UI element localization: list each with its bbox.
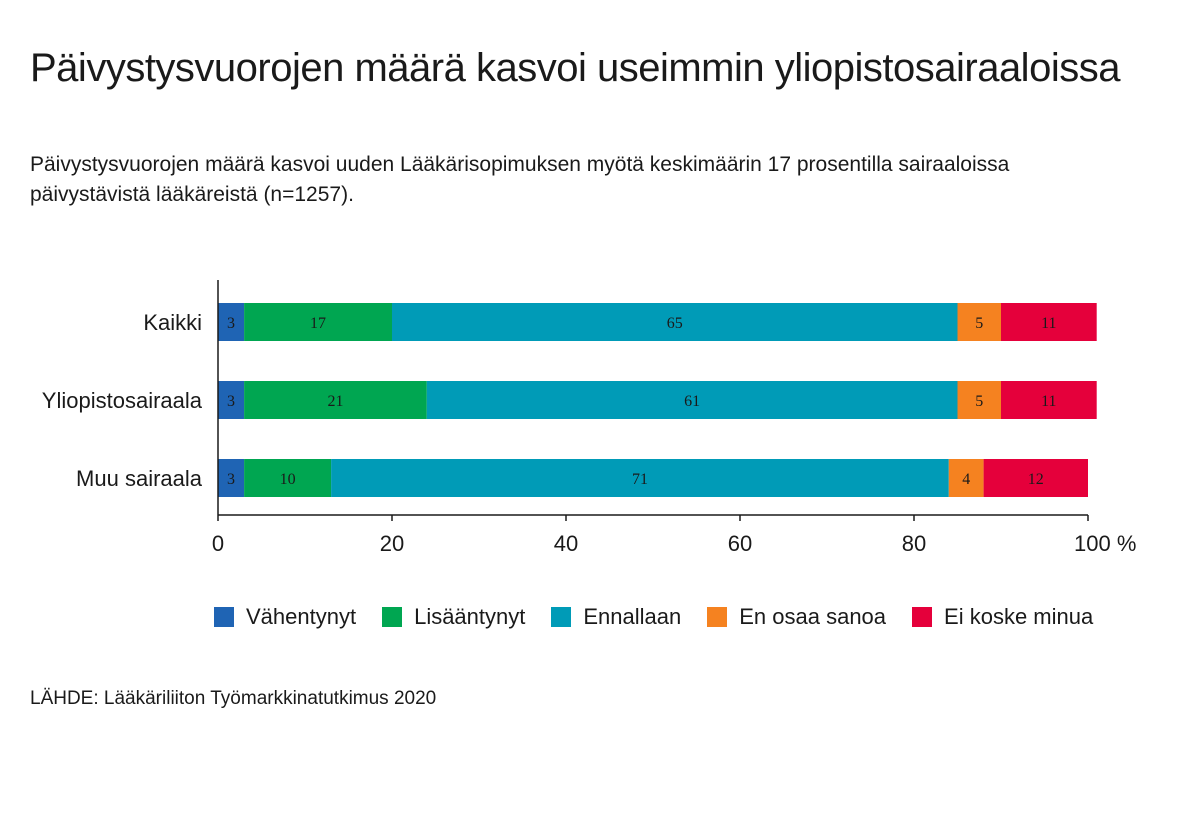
bar-segment: [244, 459, 332, 497]
data-label: 3: [227, 393, 235, 410]
stacked-bar-chart: Kaikki 3 17 65 5 11 Yliopistosairaala 3 21 61 5 11 M…: [42, 280, 1136, 556]
data-label: 71: [632, 471, 648, 488]
bar-segment: [392, 303, 958, 341]
legend-label: Ei koske minua: [944, 604, 1094, 629]
x-tick-label: 100 %: [1074, 531, 1136, 556]
data-label: 17: [310, 315, 326, 332]
bar-segment: [244, 381, 427, 419]
legend-item: En osaa sanoa: [707, 604, 886, 630]
bar-segment: [948, 459, 984, 497]
data-label: 10: [280, 471, 296, 488]
x-tick-label: 80: [902, 531, 926, 556]
data-label: 61: [684, 393, 700, 410]
bar-segment: [426, 381, 958, 419]
bar-segment: [218, 459, 245, 497]
category-label: Yliopistosairaala: [42, 388, 203, 413]
data-label: 3: [227, 315, 235, 332]
bar-segment: [244, 303, 392, 341]
legend-label: Vähentynyt: [246, 604, 357, 629]
bar-segment: [957, 381, 1001, 419]
legend-swatch: [707, 607, 728, 627]
legend-swatch: [382, 607, 403, 627]
category-label: Kaikki: [143, 310, 202, 335]
bar-segment: [1001, 381, 1097, 419]
data-label: 21: [327, 393, 343, 410]
data-label: 11: [1041, 393, 1056, 410]
data-label: 12: [1028, 471, 1044, 488]
bar-segment: [1001, 303, 1097, 341]
data-label: 5: [975, 393, 983, 410]
legend-item: Lisääntynyt: [382, 604, 525, 630]
legend-swatch: [551, 607, 572, 627]
legend-item: Ennallaan: [551, 604, 681, 630]
source-note: LÄHDE: Lääkäriliiton Työmarkkinatutkimus…: [30, 688, 437, 709]
bar-segment: [218, 303, 245, 341]
x-tick-label: 40: [554, 531, 578, 556]
data-label: 11: [1041, 315, 1056, 332]
bar-segment: [983, 459, 1088, 497]
x-tick-label: 20: [380, 531, 404, 556]
legend-item: Vähentynyt: [214, 604, 356, 630]
legend-swatch: [912, 607, 933, 627]
legend-label: En osaa sanoa: [739, 604, 887, 629]
data-label: 65: [667, 315, 683, 332]
x-tick-label: 0: [212, 531, 224, 556]
category-label: Muu sairaala: [76, 466, 203, 491]
bar-segment: [218, 381, 245, 419]
bar-segment: [957, 303, 1001, 341]
x-tick-label: 60: [728, 531, 752, 556]
chart-legend: Vähentynyt Lisääntynyt Ennallaan En osaa sa…: [214, 604, 1093, 630]
chart-title: Päivystysvuorojen määrä kasvoi useimmin …: [30, 46, 1120, 90]
data-label: 3: [227, 471, 235, 488]
bar-segment: [331, 459, 949, 497]
legend-label: Ennallaan: [583, 604, 682, 629]
data-label: 5: [975, 315, 983, 332]
legend-swatch: [214, 607, 234, 627]
legend-item: Ei koske minua: [912, 604, 1093, 630]
data-label: 4: [962, 471, 970, 488]
chart-subtitle: Päivystysvuorojen määrä kasvoi uuden Lää…: [30, 153, 1010, 206]
legend-label: Lisääntynyt: [414, 604, 526, 629]
